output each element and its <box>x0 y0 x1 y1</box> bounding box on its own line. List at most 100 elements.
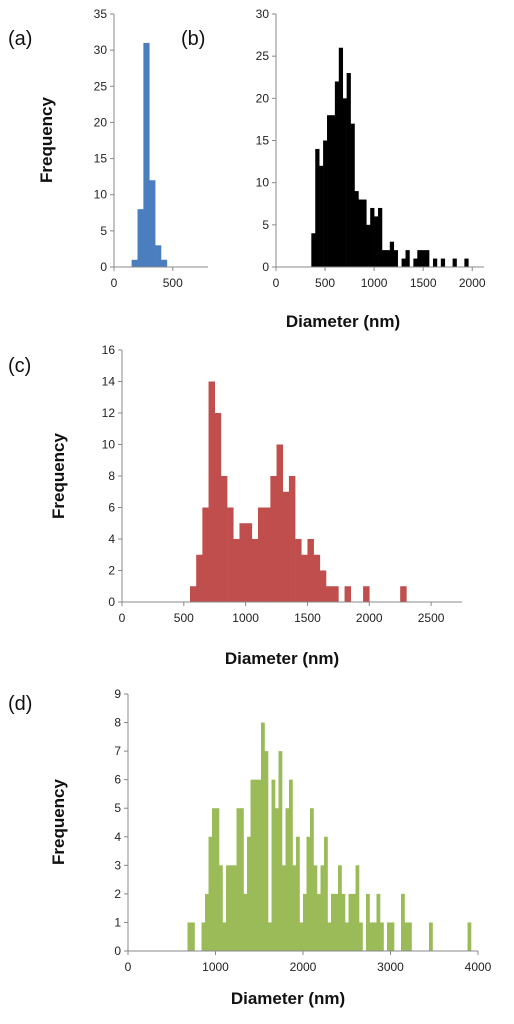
histogram-bar <box>299 922 304 951</box>
histogram-bar <box>334 81 340 267</box>
histogram-bar <box>149 180 156 267</box>
histogram-bar <box>324 836 328 951</box>
y-tick-label: 5 <box>100 224 107 238</box>
y-axis-title: Frequency <box>49 432 68 519</box>
histogram-bar <box>222 922 227 951</box>
y-tick-label: 4 <box>114 830 121 844</box>
histogram-bar <box>408 922 412 951</box>
histogram-bar <box>306 836 311 951</box>
x-tick-label: 3000 <box>377 960 404 974</box>
y-axis-title: Frequency <box>37 96 56 183</box>
x-tick-label: 1500 <box>410 276 437 290</box>
histogram-bar <box>390 922 395 951</box>
y-tick-label: 0 <box>262 260 269 274</box>
y-axis-title: Frequency <box>49 778 68 865</box>
histogram-bar <box>417 250 422 267</box>
histogram-bar <box>270 476 277 602</box>
histogram-bar <box>334 893 339 951</box>
panel-label: (b) <box>181 28 205 50</box>
y-tick-label: 5 <box>262 218 269 232</box>
histogram-bar <box>131 259 138 267</box>
histogram-bar <box>161 259 168 267</box>
histogram-bar <box>404 922 409 951</box>
histogram-bar <box>405 250 410 267</box>
histogram-bar <box>264 751 269 951</box>
histogram-bar <box>201 922 206 951</box>
histogram-bar <box>303 893 307 951</box>
histogram-bar <box>233 865 237 951</box>
y-tick-label: 7 <box>114 744 121 758</box>
panel-label: (a) <box>8 28 32 50</box>
y-tick-label: 30 <box>94 43 108 57</box>
histogram-bar <box>233 539 240 602</box>
y-tick-label: 0 <box>108 595 115 609</box>
y-tick-label: 2 <box>108 564 115 578</box>
y-tick-label: 35 <box>94 7 108 21</box>
y-tick-label: 0 <box>114 944 121 958</box>
y-tick-label: 8 <box>108 469 115 483</box>
histogram-bar <box>282 865 286 951</box>
histogram-bar <box>258 507 265 602</box>
x-tick-label: 1000 <box>232 611 259 625</box>
x-tick-label: 1000 <box>202 960 229 974</box>
histogram-bar <box>319 165 324 267</box>
histogram-bar <box>296 836 300 951</box>
x-axis-title: Diameter (nm) <box>231 989 345 1008</box>
histogram-bar <box>264 507 271 602</box>
panel-label: (c) <box>8 355 31 377</box>
histogram-bar <box>401 893 405 951</box>
histogram-bar <box>320 865 325 951</box>
x-tick-label: 0 <box>125 960 132 974</box>
histogram-bar <box>275 808 279 951</box>
histogram-bar <box>202 507 209 602</box>
histogram-bar <box>254 779 258 951</box>
histogram-bar <box>389 241 395 267</box>
histogram-bar <box>243 893 248 951</box>
y-tick-label: 8 <box>114 716 121 730</box>
histogram-bar <box>191 922 195 951</box>
histogram-bar <box>421 250 426 267</box>
y-tick-label: 15 <box>94 152 108 166</box>
histogram-bar <box>205 893 209 951</box>
histogram-bar <box>236 808 241 951</box>
x-tick-label: 0 <box>119 611 126 625</box>
histogram-bar <box>452 258 457 267</box>
histogram-bar <box>380 922 384 951</box>
histogram-bar <box>187 922 192 951</box>
histogram-bar <box>240 808 244 951</box>
histogram-bar <box>226 865 230 951</box>
histogram-bar <box>330 115 336 267</box>
histogram-bar <box>331 893 335 951</box>
histogram-bar <box>313 865 318 951</box>
histogram-bar <box>338 47 344 267</box>
histogram-bar <box>250 779 255 951</box>
histogram-bar <box>393 250 398 267</box>
histogram-bar <box>301 554 308 602</box>
histogram-bar <box>208 836 213 951</box>
histogram-bar <box>350 123 355 267</box>
histogram-bar <box>464 258 469 267</box>
histogram-bar <box>310 808 314 951</box>
histogram-bar <box>338 865 342 951</box>
y-tick-label: 30 <box>256 7 270 21</box>
histogram-bar <box>315 148 320 267</box>
histogram-bar <box>214 413 222 602</box>
x-axis-title: Diameter (nm) <box>286 312 400 331</box>
y-tick-label: 25 <box>94 79 108 93</box>
histogram-bar <box>288 476 296 602</box>
y-tick-label: 10 <box>256 176 270 190</box>
histogram-bar <box>348 893 353 951</box>
histogram-bar <box>292 865 297 951</box>
histogram-bar <box>319 570 327 602</box>
x-tick-label: 4000 <box>465 960 492 974</box>
y-tick-label: 14 <box>102 375 116 389</box>
histogram-bar <box>346 73 351 268</box>
histogram-bar <box>385 250 391 267</box>
histogram-bar <box>313 554 321 602</box>
histogram-bar <box>251 539 259 602</box>
histogram-bar <box>137 209 144 267</box>
histogram-bar <box>247 836 251 951</box>
histogram-bar <box>366 224 371 267</box>
y-tick-label: 15 <box>256 134 270 148</box>
